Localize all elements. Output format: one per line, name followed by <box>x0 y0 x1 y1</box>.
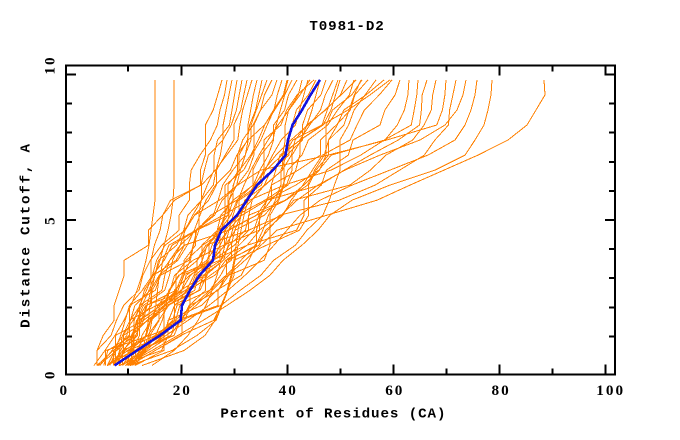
svg-text:100: 100 <box>596 382 625 399</box>
svg-text:5: 5 <box>42 215 59 225</box>
svg-text:20: 20 <box>173 382 192 399</box>
svg-text:0: 0 <box>42 370 59 380</box>
svg-text:0: 0 <box>60 382 70 399</box>
svg-text:Percent of Residues (CA): Percent of Residues (CA) <box>220 407 446 423</box>
svg-text:10: 10 <box>42 55 59 74</box>
svg-text:80: 80 <box>492 382 511 399</box>
svg-text:T0981-D2: T0981-D2 <box>309 19 384 35</box>
svg-text:60: 60 <box>385 382 404 399</box>
svg-text:40: 40 <box>279 382 298 399</box>
svg-text:Distance Cutoff, A: Distance Cutoff, A <box>19 142 35 328</box>
